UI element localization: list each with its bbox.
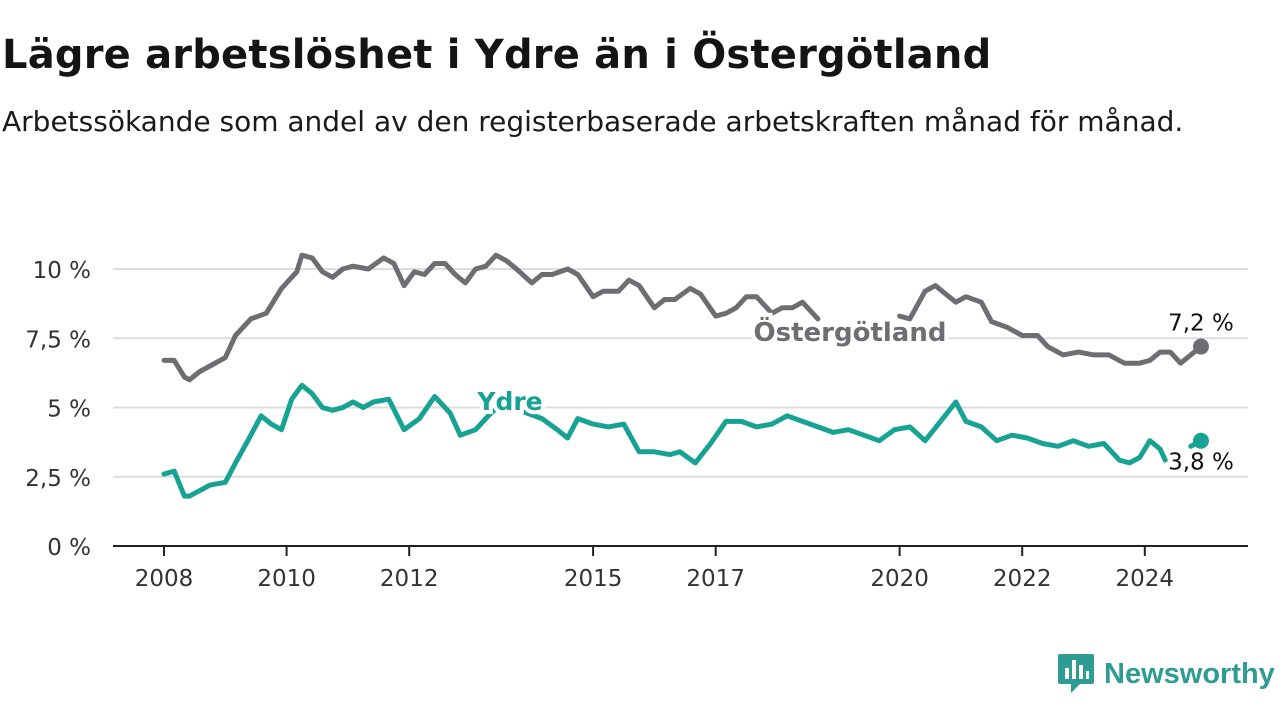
series-end-point xyxy=(1192,338,1209,355)
y-axis: 0 % 2,5 % 5 % 7,5 % 10 % xyxy=(25,258,91,561)
series-end-label: 7,2 % xyxy=(1168,311,1234,337)
x-tick-label: 2010 xyxy=(257,566,316,592)
x-tick-label: 2022 xyxy=(993,566,1052,592)
chart-title: Lägre arbetslöshet i Ydre än i Östergötl… xyxy=(2,32,992,78)
y-tick-label: 10 % xyxy=(33,258,91,284)
brand-logo: Newsworthy xyxy=(1058,654,1275,694)
series-labels: 7,2 % 3,8 % Östergötland Ydre xyxy=(472,308,1237,479)
chart-subtitle: Arbetssökande som andel av den registerb… xyxy=(2,105,1184,138)
series-lines xyxy=(161,252,1209,499)
y-tick-label: 2,5 % xyxy=(25,466,91,492)
x-tick-label: 2012 xyxy=(380,566,439,592)
brand-name: Newsworthy xyxy=(1104,657,1275,690)
x-tick-label: 2015 xyxy=(564,566,623,592)
x-axis: 2008 2010 2012 2015 2017 2020 2022 2024 xyxy=(113,545,1248,592)
y-tick-label: 5 % xyxy=(47,397,91,423)
series-line-ydre xyxy=(161,382,1204,499)
y-tick-label: 0 % xyxy=(47,535,91,561)
x-tick-label: 2020 xyxy=(870,566,929,592)
x-tick-label: 2017 xyxy=(686,566,745,592)
series-end-point xyxy=(1192,432,1209,449)
series-name-ostergotland: Östergötland xyxy=(754,315,947,348)
series-line-ostergotland xyxy=(161,252,1204,383)
y-tick-label: 7,5 % xyxy=(25,327,91,353)
series-end-label: 3,8 % xyxy=(1168,450,1234,476)
series-name-ydre: Ydre xyxy=(476,387,542,416)
newsworthy-logo-icon xyxy=(1058,654,1094,693)
gridlines xyxy=(113,268,1248,478)
x-tick-label: 2024 xyxy=(1116,566,1175,592)
x-tick-label: 2008 xyxy=(135,566,194,592)
